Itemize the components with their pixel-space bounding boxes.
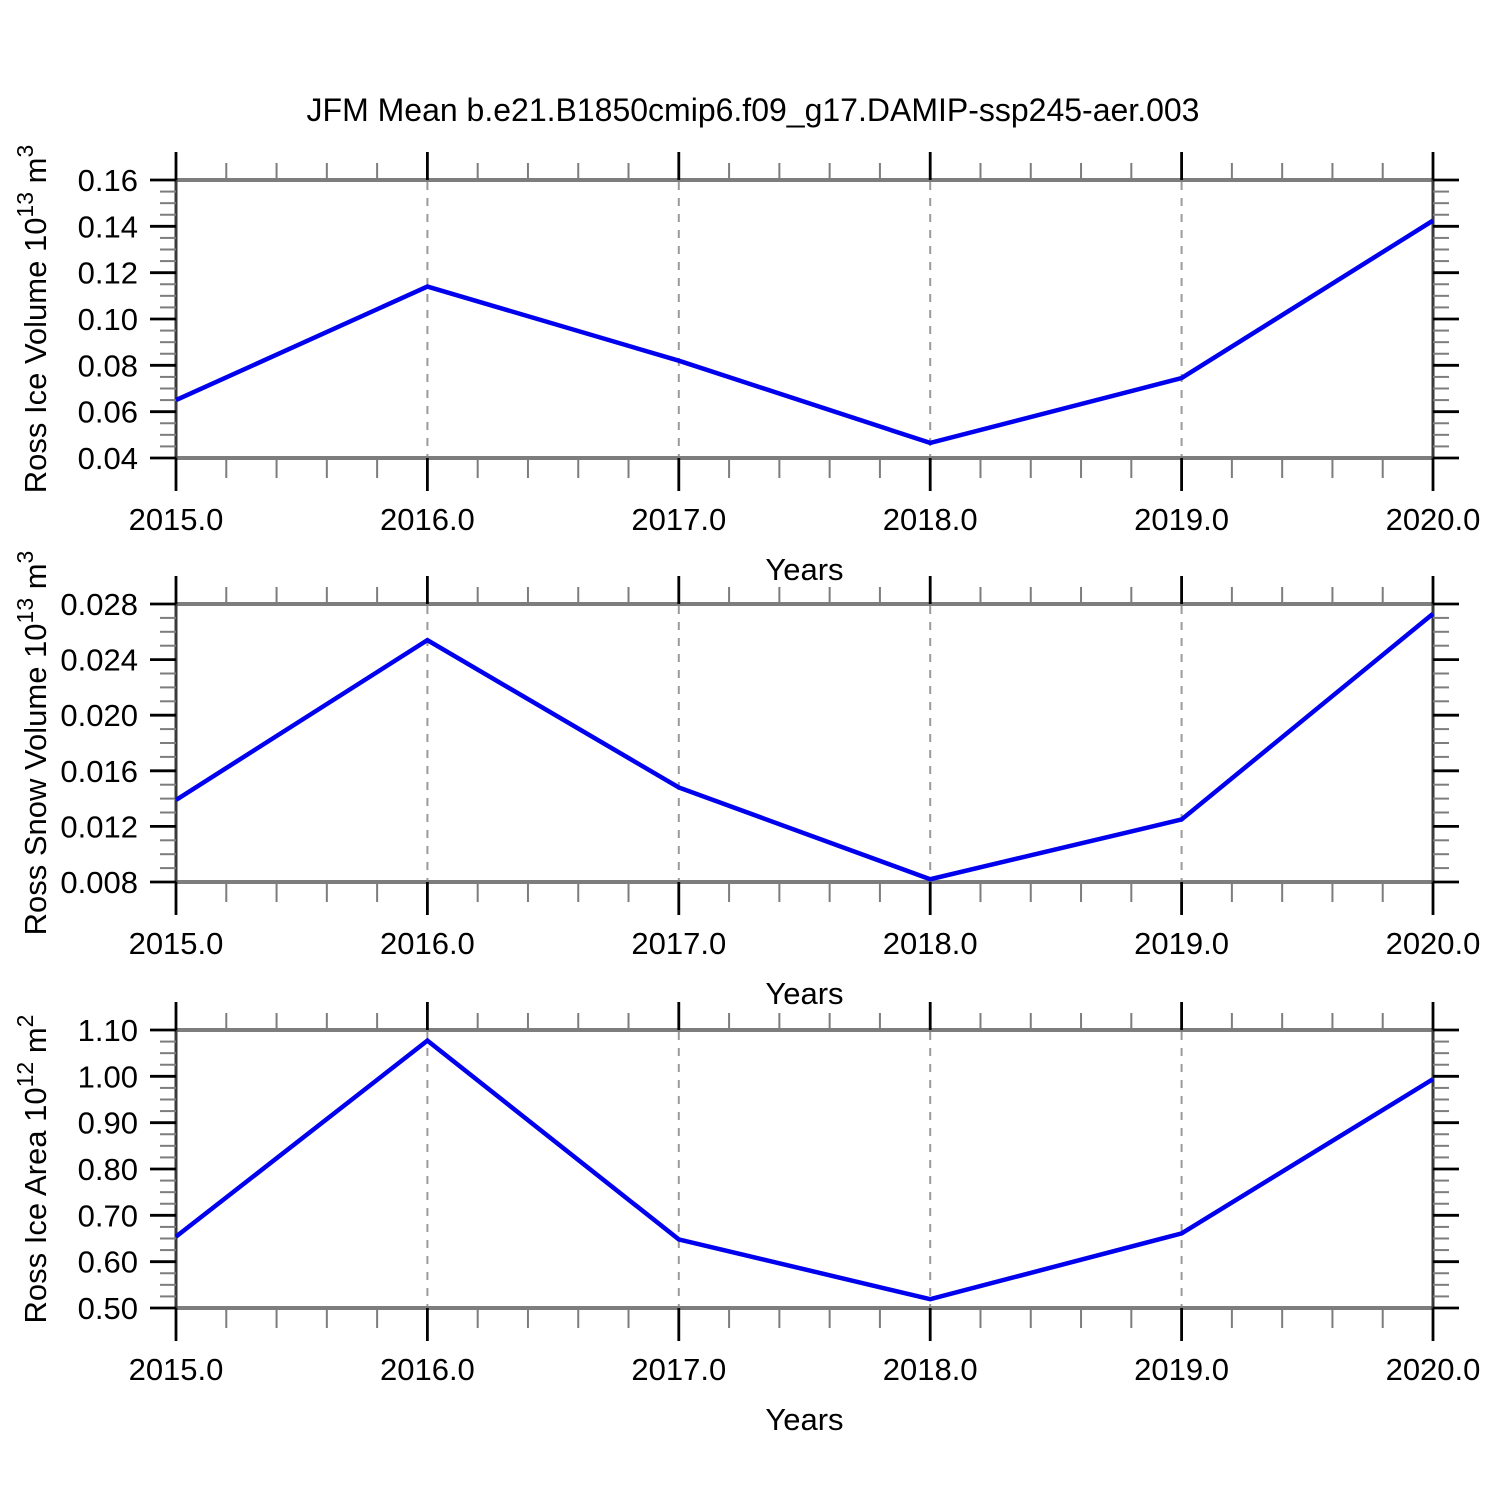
y-tick-label: 0.90 xyxy=(78,1106,138,1141)
y-axis-title: Ross Ice Volume 1013 m3 xyxy=(12,145,53,494)
y-tick-label: 0.024 xyxy=(60,643,138,678)
chart-title: JFM Mean b.e21.B1850cmip6.f09_g17.DAMIP-… xyxy=(306,92,1200,128)
y-tick-label: 0.08 xyxy=(78,348,138,383)
y-tick-labels: 0.008 0.012 0.016 0.020 0.024 0.028 xyxy=(60,587,138,900)
x-tick-label: 2020.0 xyxy=(1386,1352,1481,1387)
x-tick-label: 2018.0 xyxy=(883,1352,978,1387)
plot-frame xyxy=(174,178,1435,460)
y-tick-label: 1.10 xyxy=(78,1013,138,1048)
y-axis-title: Ross Snow Volume 1013 m3 xyxy=(12,551,53,936)
plot-frame xyxy=(174,1028,1435,1310)
y-tick-label: 0.008 xyxy=(60,865,138,900)
x-tick-label: 2019.0 xyxy=(1134,926,1229,961)
x-tick-labels: 2015.0 2016.0 2017.0 2018.0 2019.0 2020.0 xyxy=(129,502,1481,537)
y-tick-label: 0.028 xyxy=(60,587,138,622)
x-tick-label: 2017.0 xyxy=(631,926,726,961)
y-tick-labels: 0.04 0.06 0.08 0.10 0.12 0.14 0.16 xyxy=(78,163,138,476)
y-tick-label: 0.12 xyxy=(78,256,138,291)
panel-ross-snow-volume: 0.008 0.012 0.016 0.020 0.024 0.028 2015.0 2016… xyxy=(12,551,1480,1011)
ticks xyxy=(150,1002,1459,1341)
x-tick-label: 2018.0 xyxy=(883,926,978,961)
y-tick-label: 0.020 xyxy=(60,698,138,733)
y-tick-label: 0.50 xyxy=(78,1291,138,1326)
x-tick-label: 2019.0 xyxy=(1134,502,1229,537)
series-line-ross-snow-volume xyxy=(174,611,1435,882)
y-tick-label: 0.06 xyxy=(78,395,138,430)
y-tick-label: 1.00 xyxy=(78,1059,138,1094)
y-tick-labels: 0.50 0.60 0.70 0.80 0.90 1.00 1.10 xyxy=(78,1013,138,1326)
gridlines xyxy=(426,182,1183,456)
x-tick-label: 2017.0 xyxy=(631,1352,726,1387)
ticks xyxy=(150,152,1459,491)
x-axis-title: Years xyxy=(765,552,843,587)
y-tick-label: 0.10 xyxy=(78,302,138,337)
y-tick-label: 0.016 xyxy=(60,754,138,789)
series-line-ross-ice-area xyxy=(174,1037,1435,1302)
x-tick-label: 2017.0 xyxy=(631,502,726,537)
gridlines xyxy=(426,606,1183,880)
ticks xyxy=(150,576,1459,915)
panel-ross-ice-volume: 0.04 0.06 0.08 0.10 0.12 0.14 0.16 2015.0 2016.0… xyxy=(12,145,1480,587)
gridlines xyxy=(426,1032,1183,1306)
x-tick-label: 2020.0 xyxy=(1386,502,1481,537)
y-tick-label: 0.04 xyxy=(78,441,138,476)
y-tick-label: 0.16 xyxy=(78,163,138,198)
series-line-ross-ice-volume xyxy=(175,218,1435,446)
x-tick-label: 2015.0 xyxy=(129,1352,224,1387)
y-tick-label: 0.012 xyxy=(60,809,138,844)
x-tick-labels: 2015.0 2016.0 2017.0 2018.0 2019.0 2020.0 xyxy=(129,926,1481,961)
x-axis-title: Years xyxy=(765,1402,843,1437)
x-tick-label: 2015.0 xyxy=(129,502,224,537)
x-tick-label: 2015.0 xyxy=(129,926,224,961)
y-tick-label: 0.60 xyxy=(78,1245,138,1280)
x-tick-label: 2020.0 xyxy=(1386,926,1481,961)
y-axis-title: Ross Ice Area 1012 m2 xyxy=(12,1015,53,1324)
x-tick-label: 2019.0 xyxy=(1134,1352,1229,1387)
y-tick-label: 0.70 xyxy=(78,1198,138,1233)
y-tick-label: 0.80 xyxy=(78,1152,138,1187)
y-tick-label: 0.14 xyxy=(78,209,138,244)
x-tick-label: 2016.0 xyxy=(380,1352,475,1387)
x-tick-label: 2016.0 xyxy=(380,502,475,537)
x-tick-label: 2018.0 xyxy=(883,502,978,537)
plot-frame xyxy=(174,602,1435,884)
x-axis-title: Years xyxy=(765,976,843,1011)
x-tick-label: 2016.0 xyxy=(380,926,475,961)
panel-ross-ice-area: 0.50 0.60 0.70 0.80 0.90 1.00 1.10 2015.0 2016.0… xyxy=(12,1002,1480,1437)
x-tick-labels: 2015.0 2016.0 2017.0 2018.0 2019.0 2020.0 xyxy=(129,1352,1481,1387)
